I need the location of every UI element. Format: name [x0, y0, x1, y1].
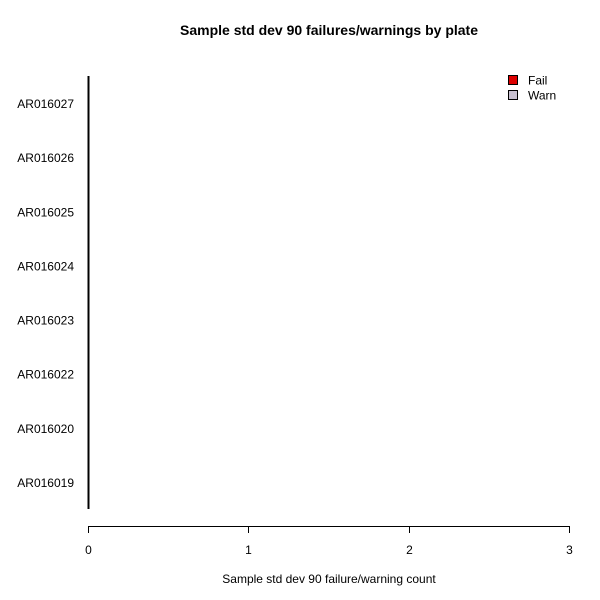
x-tick-label: 0 [85, 543, 92, 557]
x-tick-label: 2 [406, 543, 413, 557]
category-labels: AR016019 AR016020 AR016022 AR016023 AR016024… [17, 97, 74, 490]
category-label: AR016023 [17, 314, 74, 328]
category-label: AR016019 [17, 476, 74, 490]
legend-label-fail: Fail [528, 74, 547, 88]
x-tick-label: 3 [566, 543, 573, 557]
category-label: AR016025 [17, 205, 74, 219]
category-label: AR016022 [17, 368, 74, 382]
category-label: AR016024 [17, 259, 74, 273]
x-axis-label: Sample std dev 90 failure/warning count [222, 572, 436, 586]
x-tick-label: 1 [245, 543, 252, 557]
legend-swatch-warn [508, 90, 518, 100]
category-label: AR016027 [17, 97, 74, 111]
legend-swatch-fail [508, 75, 518, 85]
chart-title: Sample std dev 90 failures/warnings by p… [180, 22, 478, 38]
category-label: AR016026 [17, 151, 74, 165]
legend-label-warn: Warn [528, 89, 556, 103]
x-axis-ticks: 0 1 2 3 [85, 526, 573, 557]
category-label: AR016020 [17, 422, 74, 436]
